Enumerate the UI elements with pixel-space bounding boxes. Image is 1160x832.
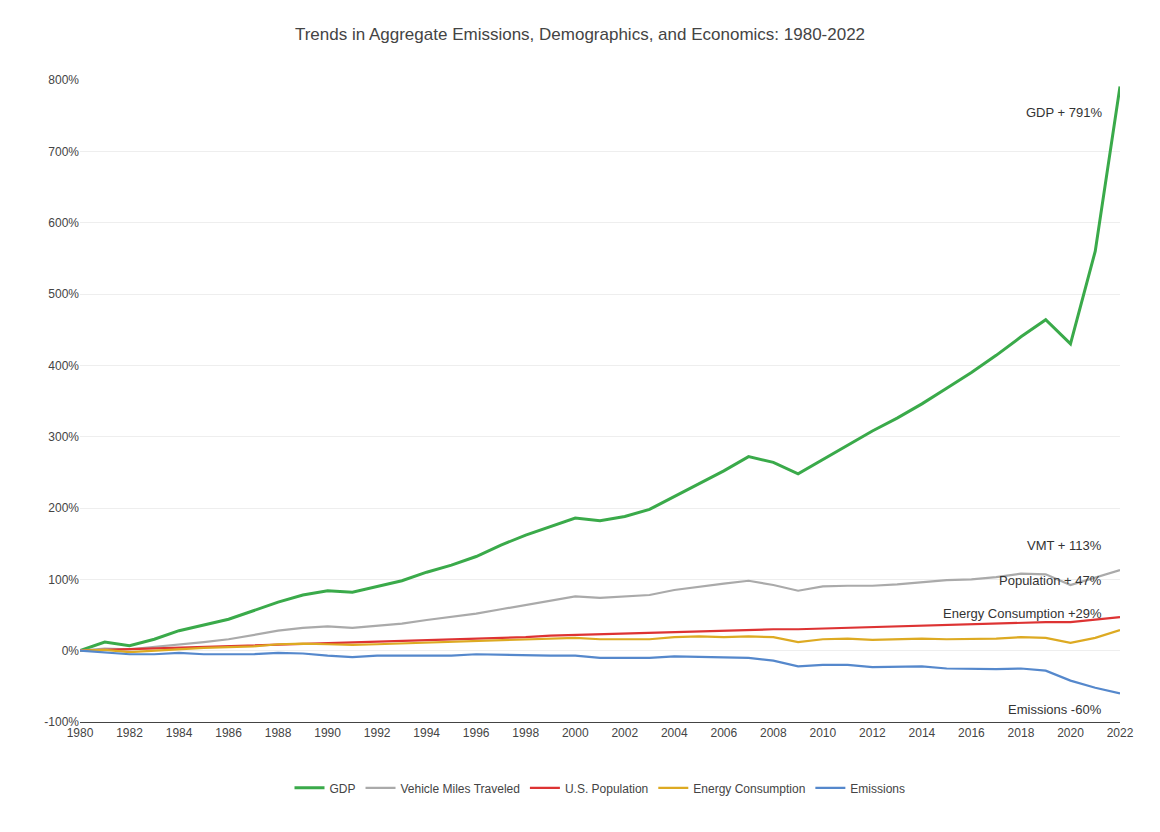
svg-text:0%: 0% xyxy=(62,644,80,658)
svg-text:GDP + 791%: GDP + 791% xyxy=(1026,105,1102,120)
svg-text:1984: 1984 xyxy=(166,726,193,740)
svg-text:2002: 2002 xyxy=(611,726,638,740)
svg-text:Emissions: Emissions xyxy=(850,782,905,796)
svg-text:1986: 1986 xyxy=(215,726,242,740)
svg-text:200%: 200% xyxy=(48,501,79,515)
svg-text:600%: 600% xyxy=(48,216,79,230)
svg-text:300%: 300% xyxy=(48,430,79,444)
svg-text:2000: 2000 xyxy=(562,726,589,740)
svg-text:Energy Consumption: Energy Consumption xyxy=(693,782,805,796)
svg-text:1980: 1980 xyxy=(67,726,94,740)
svg-text:2012: 2012 xyxy=(859,726,886,740)
svg-text:U.S. Population: U.S. Population xyxy=(565,782,648,796)
svg-text:100%: 100% xyxy=(48,573,79,587)
svg-text:2018: 2018 xyxy=(1008,726,1035,740)
svg-text:1998: 1998 xyxy=(512,726,539,740)
svg-text:2014: 2014 xyxy=(909,726,936,740)
svg-text:800%: 800% xyxy=(48,73,79,87)
svg-text:2016: 2016 xyxy=(958,726,985,740)
svg-text:GDP: GDP xyxy=(330,782,356,796)
svg-text:2022: 2022 xyxy=(1107,726,1134,740)
svg-text:Population + 47%: Population + 47% xyxy=(999,573,1102,588)
svg-text:Trends in Aggregate Emissions,: Trends in Aggregate Emissions, Demograph… xyxy=(295,25,865,44)
svg-text:700%: 700% xyxy=(48,145,79,159)
svg-text:Emissions -60%: Emissions -60% xyxy=(1008,702,1102,717)
svg-text:1988: 1988 xyxy=(265,726,292,740)
svg-text:400%: 400% xyxy=(48,359,79,373)
svg-text:2004: 2004 xyxy=(661,726,688,740)
svg-text:1982: 1982 xyxy=(116,726,143,740)
svg-text:Energy Consumption +29%: Energy Consumption +29% xyxy=(943,606,1102,621)
svg-text:2010: 2010 xyxy=(810,726,837,740)
svg-text:-100%: -100% xyxy=(44,715,79,729)
svg-text:1994: 1994 xyxy=(413,726,440,740)
svg-text:1990: 1990 xyxy=(314,726,341,740)
svg-text:VMT + 113%: VMT + 113% xyxy=(1027,538,1102,553)
svg-text:2006: 2006 xyxy=(710,726,737,740)
svg-text:Vehicle Miles Traveled: Vehicle Miles Traveled xyxy=(401,782,520,796)
svg-text:2008: 2008 xyxy=(760,726,787,740)
svg-text:2020: 2020 xyxy=(1057,726,1084,740)
svg-text:1992: 1992 xyxy=(364,726,391,740)
svg-text:1996: 1996 xyxy=(463,726,490,740)
svg-text:500%: 500% xyxy=(48,287,79,301)
